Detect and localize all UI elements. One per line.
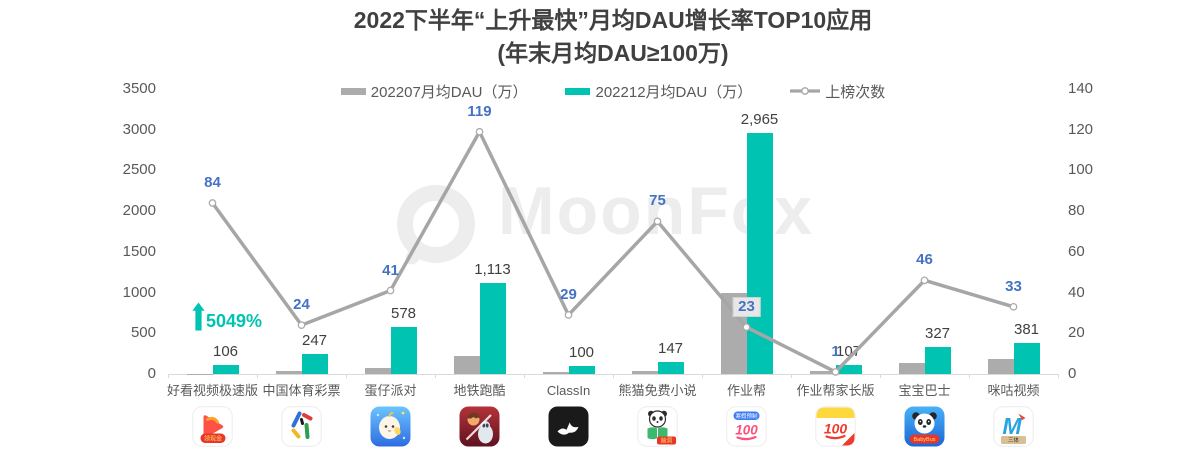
line-value-label-8: 46 [916, 251, 933, 269]
left-axis-tick-1000: 1000 [122, 283, 156, 301]
app-icon-panda-novel: 脑洞 [637, 406, 678, 447]
x-axis-tick [257, 374, 258, 378]
x-axis-tick [168, 374, 169, 378]
right-axis-tick-20: 20 [1068, 324, 1085, 342]
category-label-8: 宝宝巴士 [898, 383, 951, 398]
svg-text:寒假预制: 寒假预制 [735, 412, 758, 420]
line-value-label-2: 41 [382, 261, 399, 279]
right-axis-tick-100: 100 [1068, 161, 1094, 179]
category-label-7: 作业帮家长版 [796, 383, 875, 398]
left-axis-tick-2500: 2500 [122, 161, 156, 179]
category-label-6: 作业帮 [726, 383, 767, 398]
line-value-label-4: 29 [560, 285, 577, 303]
legend-line-swatch-icon [790, 87, 821, 95]
x-axis-tick [880, 374, 881, 378]
right-axis-tick-120: 120 [1068, 120, 1094, 138]
app-icon-babybus: BabyBus [904, 406, 945, 447]
left-axis-tick-3000: 3000 [122, 120, 156, 138]
svg-text:100: 100 [824, 421, 848, 437]
x-axis-tick [435, 374, 436, 378]
x-axis-tick [702, 374, 703, 378]
app-icon-migu: M 三体 [993, 406, 1034, 447]
x-axis-tick [969, 374, 970, 378]
category-label-1: 中国体育彩票 [262, 383, 341, 398]
bar-value-label-6: 2,965 [740, 110, 779, 128]
app-icon-zuoyebang: 寒假预制 100 [726, 406, 767, 447]
left-axis-tick-500: 500 [130, 324, 156, 342]
growth-annotation: 5049% [192, 302, 262, 331]
app-icon-haokan: 领现金 [192, 406, 233, 447]
legend-item-line: 上榜次数 [790, 81, 885, 102]
category-label-3: 地铁跑酷 [453, 383, 506, 398]
svg-text:100: 100 [735, 423, 758, 438]
x-axis-tick [791, 374, 792, 378]
svg-text:BabyBus: BabyBus [913, 437, 935, 443]
x-axis-tick [346, 374, 347, 378]
legend-item-jul: 202207月均DAU（万） [340, 81, 528, 102]
page-subtitle: (年末月均DAU≥100万) [497, 40, 729, 66]
page-title: 2022下半年“上升最快”月均DAU增长率TOP10应用 [353, 7, 873, 33]
category-label-4: ClassIn [546, 383, 591, 398]
svg-text:三体: 三体 [1008, 436, 1020, 444]
up-arrow-icon [192, 302, 205, 331]
category-label-0: 好看视频极速版 [166, 383, 259, 398]
x-axis-tick [613, 374, 614, 378]
legend-dec-swatch-icon [565, 87, 591, 95]
right-axis-tick-0: 0 [1068, 365, 1077, 382]
app-icon-subway [459, 406, 500, 447]
category-label-5: 熊猫免费小说 [618, 383, 697, 398]
legend-item-dec: 202212月均DAU（万） [565, 81, 752, 102]
svg-text:领现金: 领现金 [204, 435, 222, 443]
line-value-label-0: 84 [204, 174, 221, 191]
bar-dec-9 [1013, 342, 1040, 374]
x-axis-tick [524, 374, 525, 378]
app-icon-classin [548, 406, 589, 447]
legend: 202207月均DAU（万） 202212月均DAU（万） 上榜次数 [168, 81, 1058, 102]
legend-jul-label: 202207月均DAU（万） [370, 83, 528, 101]
left-axis-tick-0: 0 [147, 365, 156, 382]
right-axis-tick-80: 80 [1068, 202, 1085, 220]
x-axis-tick [1058, 374, 1059, 378]
svg-text:脑洞: 脑洞 [661, 437, 673, 445]
line-value-label-7: 1 [831, 342, 840, 360]
category-label-9: 咪咕视频 [987, 383, 1040, 398]
growth-annotation-text: 5049% [206, 311, 263, 331]
left-axis-tick-3500: 3500 [122, 80, 156, 97]
legend-dec-label: 202212月均DAU（万） [595, 83, 753, 101]
category-label-2: 蛋仔派对 [364, 383, 417, 398]
legend-jul-swatch-icon [340, 87, 366, 95]
right-axis-tick-140: 140 [1068, 80, 1094, 97]
legend-line-label: 上榜次数 [825, 83, 886, 101]
left-axis-tick-1500: 1500 [122, 242, 156, 260]
line-value-label-1: 24 [293, 296, 310, 314]
bar-value-label-9: 381 [1013, 320, 1040, 338]
line-value-label-6: 23 [732, 297, 761, 318]
svg-text:M: M [1002, 413, 1022, 439]
app-icon-danzai [370, 406, 411, 447]
left-axis-tick-2000: 2000 [122, 202, 156, 220]
line-value-label-3: 119 [467, 102, 492, 120]
line-value-label-5: 75 [649, 192, 666, 210]
line-value-label-9: 33 [1005, 277, 1022, 295]
app-icon-zuoyebang-parent: 100 [815, 406, 856, 447]
right-axis-tick-40: 40 [1068, 283, 1085, 301]
app-icon-sports-lottery [281, 406, 322, 447]
right-axis-tick-60: 60 [1068, 242, 1085, 260]
